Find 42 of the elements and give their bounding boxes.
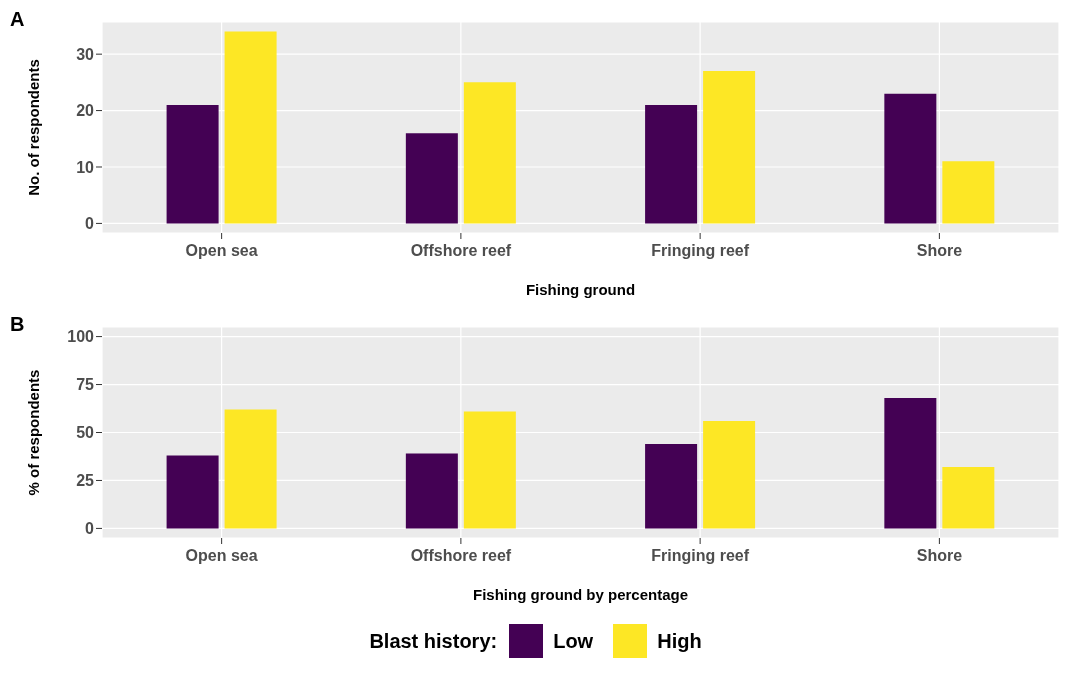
y-tick-label: 50 xyxy=(76,424,95,442)
x-tick-label: Offshore reef xyxy=(410,547,512,565)
x-tick-label: Offshore reef xyxy=(410,242,512,260)
y-tick-label: 10 xyxy=(76,158,95,176)
y-axis-title: % of respondents xyxy=(25,369,43,496)
y-tick-label: 0 xyxy=(85,520,95,538)
y-tick-label: 25 xyxy=(76,472,95,490)
legend-label: Low xyxy=(553,629,594,653)
bar xyxy=(645,104,698,224)
y-tick-label: 75 xyxy=(76,376,95,394)
y-tick-label: 30 xyxy=(76,45,95,63)
x-tick-label: Fringing reef xyxy=(651,547,750,565)
bar xyxy=(942,467,995,529)
bar xyxy=(224,409,277,529)
bar xyxy=(405,133,458,224)
bar xyxy=(405,453,458,529)
legend-label: High xyxy=(657,629,702,653)
y-tick-label: 100 xyxy=(67,328,95,346)
x-tick-label: Shore xyxy=(916,242,963,260)
y-axis-title: No. of respondents xyxy=(25,59,43,196)
bar xyxy=(703,71,756,224)
bar xyxy=(166,455,219,529)
x-tick-label: Open sea xyxy=(185,547,258,565)
bar xyxy=(463,82,516,224)
bar xyxy=(224,31,277,224)
bar xyxy=(703,420,756,529)
chart-title: B xyxy=(10,313,25,336)
y-tick-label: 20 xyxy=(76,102,95,120)
bar xyxy=(942,161,995,224)
bar xyxy=(884,93,937,224)
bar xyxy=(884,397,937,529)
x-tick-label: Open sea xyxy=(185,242,258,260)
x-tick-label: Shore xyxy=(916,547,963,565)
chart-title: A xyxy=(10,8,25,31)
y-tick-label: 0 xyxy=(85,215,95,233)
bar xyxy=(463,411,516,529)
x-axis-title: Fishing ground by percentage xyxy=(472,586,689,603)
bar xyxy=(645,444,698,529)
bar xyxy=(166,104,219,224)
x-axis-title: Fishing ground xyxy=(525,281,636,298)
legend-title: Blast history: xyxy=(369,629,498,653)
x-tick-label: Fringing reef xyxy=(651,242,750,260)
